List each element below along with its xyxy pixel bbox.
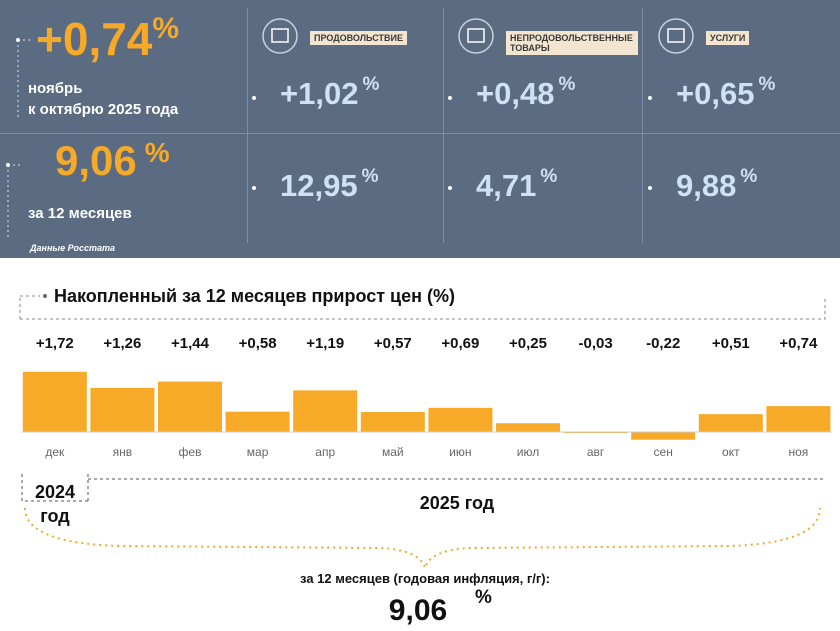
total-unit: % xyxy=(475,587,492,608)
group-name: УСЛУГИ xyxy=(706,31,750,45)
value-label: -0,22 xyxy=(646,335,680,352)
month-label: к октябрю 2025 года xyxy=(28,101,179,118)
x-tick-label: июл xyxy=(517,445,539,459)
value-label: +0,25 xyxy=(509,335,547,352)
month-change: +0,74% xyxy=(36,12,180,65)
dot xyxy=(648,186,652,190)
value-label: -0,03 xyxy=(578,335,612,352)
group-month: +0,48% xyxy=(476,74,576,112)
x-tick-label: мар xyxy=(247,445,269,459)
x-tick-label: янв xyxy=(113,445,133,459)
bar xyxy=(225,411,290,432)
value-label: +1,19 xyxy=(306,335,344,352)
bar xyxy=(563,432,628,434)
unit: % xyxy=(740,166,758,187)
year-change: 9,06% xyxy=(55,137,170,184)
group-year: 9,88% xyxy=(676,166,758,204)
dot xyxy=(448,186,452,190)
group-year: 12,95% xyxy=(280,166,379,204)
chart: Накопленный за 12 месяцев прирост цен (%… xyxy=(19,286,833,627)
value: 9,88 xyxy=(676,168,737,203)
unit: % xyxy=(540,166,558,187)
value: 12,95 xyxy=(280,168,358,203)
bar xyxy=(698,414,763,432)
value-label: +0,69 xyxy=(441,335,479,352)
x-tick-label: май xyxy=(382,445,404,459)
value: 4,71 xyxy=(476,168,537,203)
unit: % xyxy=(361,166,379,187)
dot xyxy=(252,96,256,100)
bar xyxy=(496,423,560,432)
year-label: 2024 год xyxy=(35,482,75,526)
bar xyxy=(360,412,425,432)
x-tick-label: авг xyxy=(587,445,605,459)
value-label: +1,26 xyxy=(103,335,141,352)
month-label: ноябрь xyxy=(28,80,83,97)
group-name: ПРОДОВОЛЬСТВИЕ xyxy=(310,31,408,45)
group-name: НЕПРОДОВОЛЬСТВЕННЫЕ ТОВАРЫ xyxy=(506,31,638,55)
group-year: 4,71% xyxy=(476,166,558,204)
x-tick-label: окт xyxy=(722,445,740,459)
total-label: за 12 месяцев (годовая инфляция, г/г): xyxy=(300,571,550,586)
bar xyxy=(90,387,155,432)
bar xyxy=(158,381,222,432)
x-tick-label: апр xyxy=(315,445,335,459)
x-tick-label: ноя xyxy=(788,445,808,459)
year-label: 2025 год xyxy=(420,493,495,513)
bar xyxy=(766,406,831,432)
value-label: +0,57 xyxy=(374,335,412,352)
value-label: +0,51 xyxy=(712,335,750,352)
bar xyxy=(428,407,493,432)
unit: % xyxy=(362,74,380,95)
group-month: +1,02% xyxy=(280,74,380,112)
source: Данные Росстата xyxy=(30,243,115,253)
value: +0,48 xyxy=(476,76,555,111)
value-label: +1,72 xyxy=(36,335,74,352)
bar xyxy=(631,432,696,440)
x-tick-label: июн xyxy=(449,445,471,459)
icon xyxy=(658,18,694,54)
value: +0,65 xyxy=(676,76,755,111)
bar xyxy=(22,371,87,432)
value: +1,02 xyxy=(280,76,359,111)
unit: % xyxy=(558,74,576,95)
unit: % xyxy=(758,74,776,95)
value-label: +0,58 xyxy=(239,335,277,352)
dot xyxy=(448,96,452,100)
brackets xyxy=(6,38,30,238)
value-label: +0,74 xyxy=(779,335,818,352)
x-tick-label: сен xyxy=(654,445,673,459)
x-tick-label: дек xyxy=(45,445,65,459)
dot xyxy=(252,186,256,190)
chart-title: Накопленный за 12 месяцев прирост цен (%… xyxy=(54,286,455,306)
dot xyxy=(648,96,652,100)
value-label: +1,44 xyxy=(171,335,210,352)
bar xyxy=(293,390,358,432)
summary-panel: +0,74% ноябрь к октябрю 2025 года 9,06% … xyxy=(0,0,840,258)
x-tick-label: фев xyxy=(179,445,202,459)
total-value: 9,06 xyxy=(389,594,447,627)
icon xyxy=(458,18,494,54)
icon xyxy=(262,18,298,54)
group-month: +0,65% xyxy=(676,74,776,112)
year-label: за 12 месяцев xyxy=(28,205,132,222)
label-bg xyxy=(400,488,515,514)
